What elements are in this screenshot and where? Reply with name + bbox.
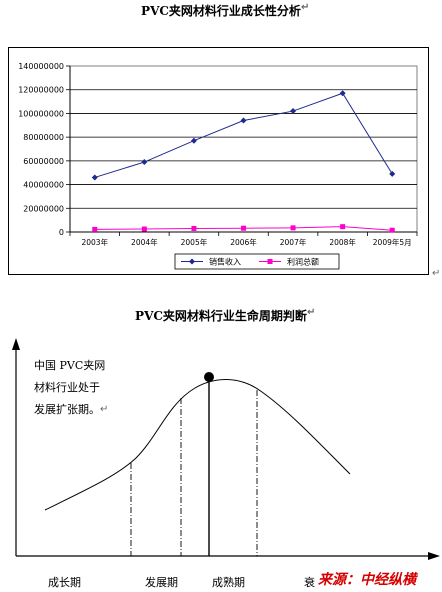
chart2-title: PVC夹网材料行业生命周期判断 ↵ <box>0 307 442 324</box>
series-2-point <box>241 225 246 231</box>
y-tick-label: 80000000 <box>23 133 64 142</box>
series-1-point <box>190 137 197 144</box>
y-tick-label: 40000000 <box>23 181 64 190</box>
y-tick-label: 60000000 <box>23 157 64 166</box>
lifecycle-x-arrow <box>428 552 440 560</box>
legend-box <box>174 253 340 270</box>
series-2-point <box>290 225 296 231</box>
note-line-1: 中国 PVC夹网 <box>34 359 106 372</box>
legend-label-2: 利润总额 <box>287 257 319 267</box>
y-tick-label: 100000000 <box>18 109 64 118</box>
series-1-point <box>91 174 98 181</box>
y-tick-label: 0 <box>59 228 64 237</box>
y-tick-label: 140000000 <box>18 62 64 71</box>
paragraph-mark: ↵ <box>300 2 310 13</box>
lifecycle-y-arrow <box>12 338 20 350</box>
x-tick-label: 2006年 <box>230 237 257 247</box>
note-line-3-text: 发展扩张期。 <box>34 403 100 416</box>
x-tick-label: 2008年 <box>329 237 356 247</box>
y-tick-label: 120000000 <box>18 86 64 95</box>
series-2-point <box>340 224 346 230</box>
series-1-point <box>290 108 297 115</box>
chart2-title-text: PVC夹网材料行业生命周期判断 <box>135 309 307 323</box>
lifecycle-curve <box>44 379 351 511</box>
paragraph-mark: ↵ <box>306 307 316 318</box>
legend-marker-2 <box>267 259 273 264</box>
lifecycle-note: 中国 PVC夹网 材料行业处于 发展扩张期。 ↵ <box>34 355 109 421</box>
stage-label-decline: 衰 <box>304 576 315 589</box>
x-tick-label: 2003年 <box>81 237 108 247</box>
series-2-point <box>389 227 395 233</box>
x-tick-label: 2007年 <box>280 237 307 247</box>
x-tick-label: 2009年5月 <box>373 237 412 247</box>
stage-label-growth: 成长期 <box>48 576 81 589</box>
note-line-3: 发展扩张期。 ↵ <box>34 399 109 421</box>
chart1-title: PVC夹网材料行业成长性分析 ↵ <box>0 2 442 19</box>
x-tick-label: 2004年 <box>131 237 158 247</box>
chart1-title-text: PVC夹网材料行业成长性分析 <box>141 4 301 18</box>
growth-chart-frame: 0 20000000 40000000 60000000 80000000 1000000… <box>8 47 429 275</box>
legend-label-1: 销售收入 <box>209 257 241 267</box>
note-line-2: 材料行业处于 <box>34 381 100 394</box>
series-2-point <box>92 226 98 232</box>
series-2-point <box>141 226 147 232</box>
series-1-point <box>141 159 148 166</box>
current-position-dot <box>204 372 214 382</box>
series-1-point <box>339 90 346 97</box>
series-1-point <box>240 117 247 124</box>
series-1-point <box>389 170 396 177</box>
paragraph-mark: ↵ <box>100 404 109 415</box>
lifecycle-diagram <box>12 338 440 560</box>
plot-area <box>69 65 418 233</box>
growth-chart: 0 20000000 40000000 60000000 80000000 1000000… <box>18 62 418 270</box>
y-tick-label: 20000000 <box>23 204 64 213</box>
stage-label-maturity: 成熟期 <box>212 576 245 589</box>
paragraph-mark: ↵ <box>432 268 441 279</box>
series-2-point <box>191 225 197 231</box>
stage-label-development: 发展期 <box>145 576 178 589</box>
source-label: 来源：中经纵横 <box>318 572 416 588</box>
x-tick-label: 2005年 <box>181 237 208 247</box>
chart-legend: 销售收入 利润总额 <box>174 253 340 270</box>
legend-marker-1 <box>189 258 195 265</box>
